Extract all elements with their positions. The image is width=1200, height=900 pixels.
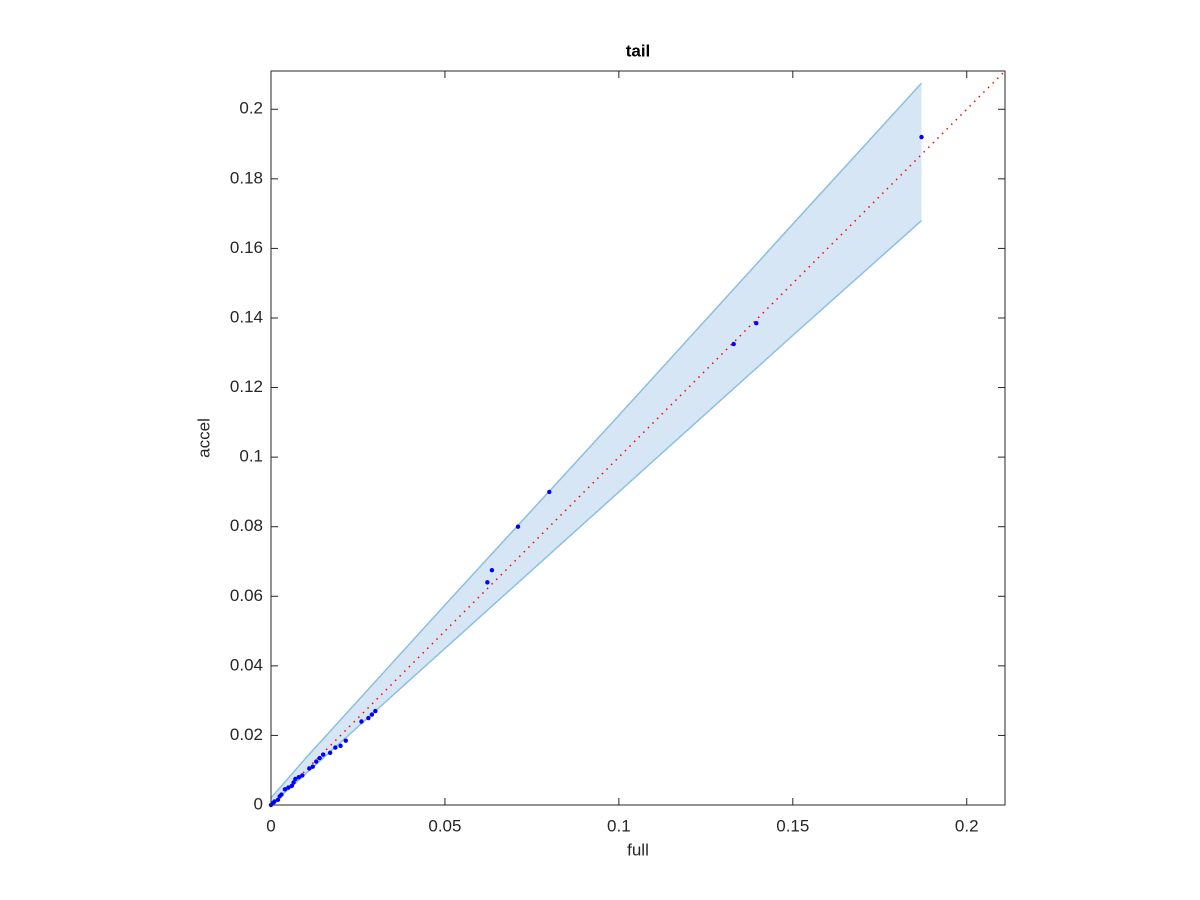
reference-line [270, 70, 1006, 806]
point [314, 759, 319, 764]
x-tick-label: 0.1 [607, 816, 631, 835]
point [291, 780, 296, 785]
point [754, 321, 759, 326]
point [300, 773, 305, 778]
y-tick-label: 0.16 [230, 238, 263, 257]
point [289, 783, 295, 789]
confidence-band [271, 83, 922, 805]
y-tick-label: 0.12 [230, 377, 263, 396]
point [373, 708, 378, 714]
point [338, 743, 343, 749]
point [327, 750, 333, 756]
y-tick-label: 0 [254, 794, 263, 813]
point [369, 712, 375, 717]
point [547, 489, 552, 495]
x-tick-label: 0.05 [428, 816, 461, 835]
y-tick-label: 0.04 [230, 655, 263, 674]
y-tick-label: 0.02 [230, 725, 263, 744]
band-edge [270, 82, 923, 799]
point [293, 776, 298, 782]
x-tick-label: 0 [266, 816, 275, 835]
axes-box [270, 70, 1006, 806]
point [515, 524, 521, 529]
point [277, 794, 282, 799]
y-tick-label: 0.06 [230, 586, 263, 605]
y-tick-label: 0.14 [230, 307, 263, 326]
point [333, 745, 338, 750]
point [731, 341, 736, 347]
point [310, 764, 315, 769]
chart-title: tail [626, 41, 651, 60]
point [366, 715, 371, 721]
point [485, 580, 490, 585]
y-tick-label: 0.18 [230, 168, 263, 187]
y-axis-label: accel [194, 418, 213, 458]
point [359, 719, 364, 724]
point [343, 738, 348, 743]
y-tick-label: 0.1 [239, 447, 263, 466]
point [307, 766, 312, 771]
point [317, 755, 322, 761]
y-tick-label: 0.2 [239, 99, 263, 118]
x-tick-label: 0.15 [776, 816, 809, 835]
point [282, 787, 288, 792]
point [919, 134, 924, 140]
y-tick-label: 0.08 [230, 516, 263, 535]
point [296, 774, 302, 780]
point [286, 785, 291, 790]
point [489, 567, 495, 573]
point [275, 797, 281, 802]
point [320, 752, 326, 757]
x-tick-label: 0.2 [955, 816, 979, 835]
x-axis-label: full [627, 840, 649, 859]
